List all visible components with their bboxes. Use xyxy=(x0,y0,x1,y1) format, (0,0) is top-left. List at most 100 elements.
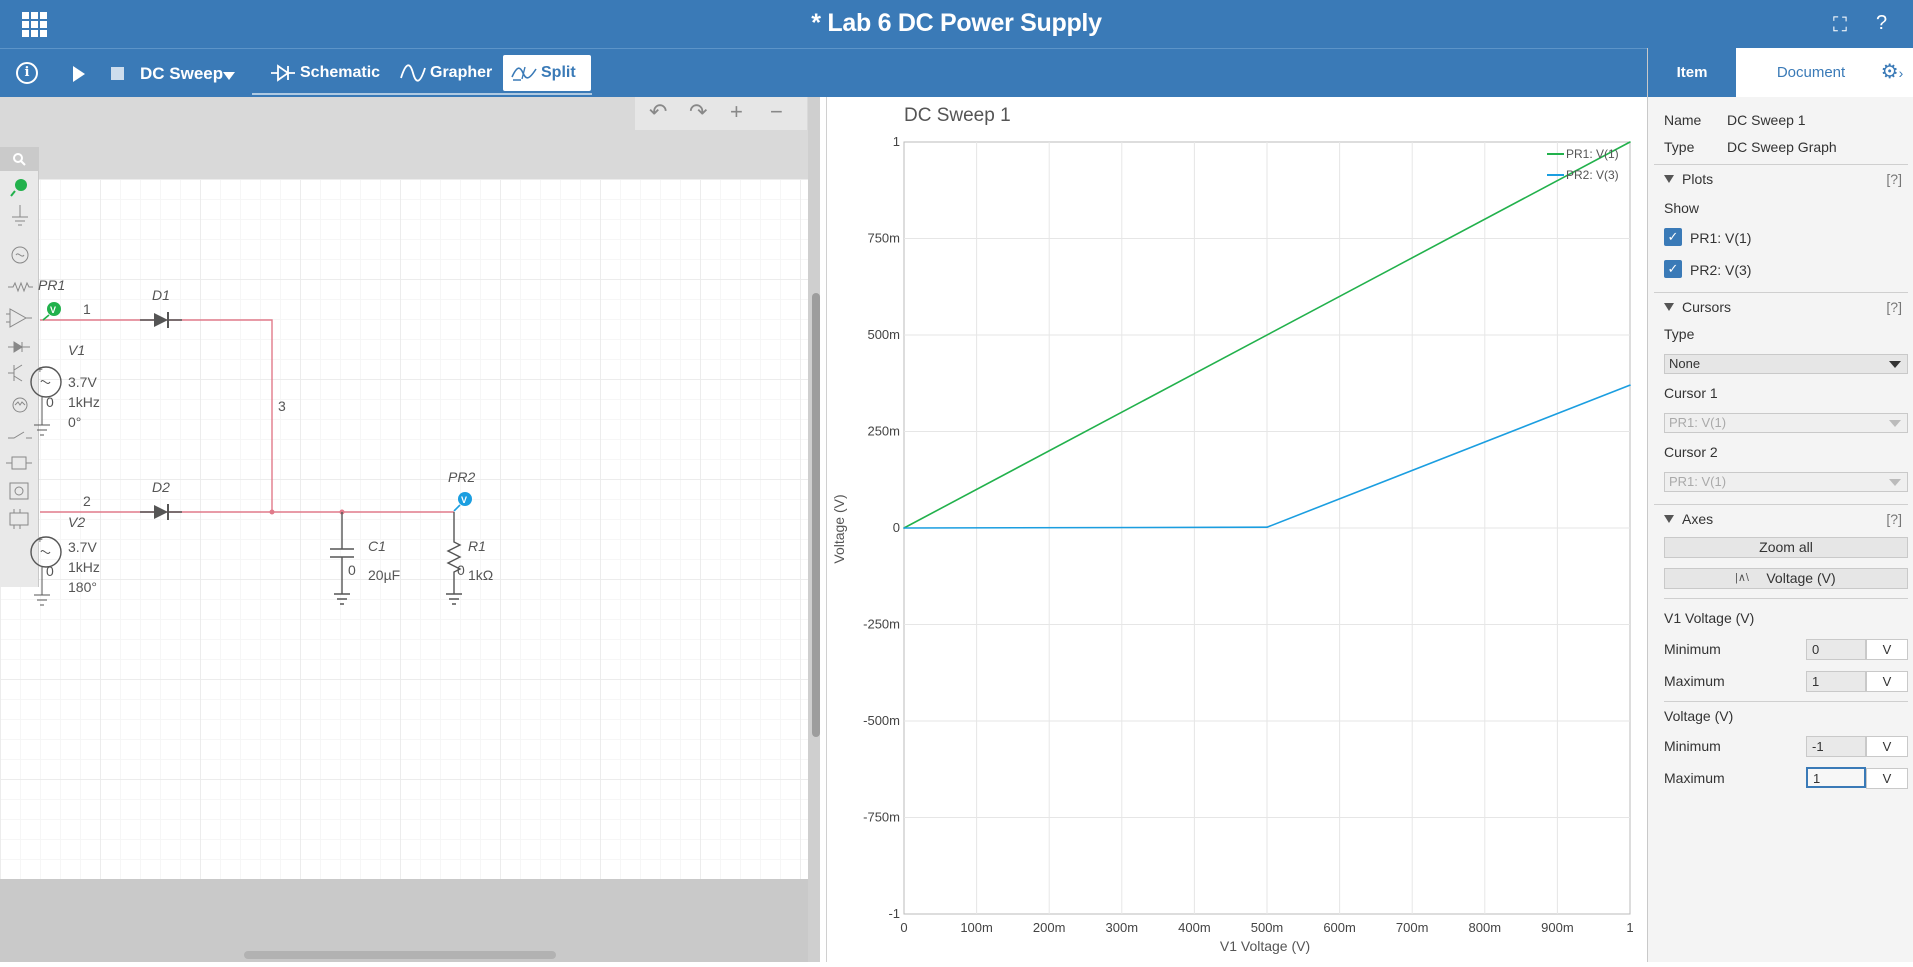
cursor1-value: PR1: V(1) xyxy=(1669,415,1727,430)
chip-icon[interactable] xyxy=(9,509,29,529)
document-title: * Lab 6 DC Power Supply xyxy=(811,9,1102,37)
x-max-input[interactable]: 1 xyxy=(1806,671,1866,692)
y-min-input[interactable]: -1 xyxy=(1806,736,1866,757)
chart-series xyxy=(903,141,1631,529)
info-icon[interactable]: i xyxy=(16,62,38,84)
x-tick-label: 200m xyxy=(1033,920,1066,935)
capacitor-c1[interactable] xyxy=(330,512,354,605)
probe-pr2[interactable]: V xyxy=(453,492,472,512)
v2-voltage: 3.7V xyxy=(68,539,97,555)
chevron-down-icon[interactable] xyxy=(223,72,235,80)
redo-icon[interactable]: ↷ xyxy=(689,99,708,124)
y-tick-label: -750m xyxy=(863,810,900,825)
vertical-scrollbar[interactable] xyxy=(812,293,820,737)
schematic-bottom-margin xyxy=(0,879,808,962)
x-max-unit[interactable]: V xyxy=(1866,671,1908,692)
plot-pr1-checkbox[interactable]: ✓ xyxy=(1664,228,1682,246)
ac-source-icon[interactable] xyxy=(11,246,29,264)
legend-label-2: PR2: V(3) xyxy=(1566,168,1619,182)
apps-grid-icon[interactable] xyxy=(22,12,48,38)
plots-help[interactable]: [?] xyxy=(1886,171,1902,187)
cursors-section-header[interactable]: Cursors [?] xyxy=(1654,292,1908,320)
cursors-help[interactable]: [?] xyxy=(1886,299,1902,315)
circuit-diagram[interactable]: D1 D2 1 2 3 + V1 3.7V 1kHz 0° 0 + V2 3. xyxy=(0,97,808,797)
axes-divider-2 xyxy=(1664,701,1908,702)
c1-value: 20µF xyxy=(368,567,400,583)
lamp-icon[interactable] xyxy=(12,397,28,413)
diode-d2[interactable] xyxy=(140,504,182,520)
graph-pane[interactable]: DC Sweep 1 0 100m 200m 300m 400m 500m 600m 700m… xyxy=(826,97,1647,962)
meter-icon[interactable] xyxy=(9,482,29,500)
gear-icon[interactable]: ⚙› xyxy=(1870,48,1913,97)
source-v2[interactable] xyxy=(30,536,62,606)
resistor-icon[interactable] xyxy=(8,281,33,293)
switch-icon[interactable] xyxy=(8,431,32,439)
y-tick-label: -250m xyxy=(863,617,900,632)
plot-pr2-checkbox[interactable]: ✓ xyxy=(1664,260,1682,278)
help-button[interactable]: ? xyxy=(1876,12,1888,34)
x-tick-label: 1 xyxy=(1626,920,1633,935)
plots-section-header[interactable]: Plots [?] xyxy=(1654,164,1908,192)
x-min-unit[interactable]: V xyxy=(1866,639,1908,660)
pr1-label: PR1 xyxy=(38,277,65,293)
component-palette xyxy=(0,147,39,587)
node-2-label: 2 xyxy=(83,493,91,509)
tab-schematic[interactable]: Schematic xyxy=(262,55,380,91)
opamp-icon[interactable] xyxy=(6,308,32,328)
horizontal-scrollbar[interactable] xyxy=(244,951,556,959)
resistor-r1[interactable] xyxy=(446,512,462,605)
axis-icon: |∧\ xyxy=(1735,572,1749,584)
tab-schematic-label: Schematic xyxy=(300,64,381,81)
dc-sweep-chart[interactable]: DC Sweep 1 0 100m 200m 300m 400m 500m 600m 700m… xyxy=(827,97,1648,962)
wires xyxy=(40,319,454,513)
v1-phase: 0° xyxy=(68,414,81,430)
logic-gate-icon[interactable] xyxy=(6,456,32,470)
x-tick-label: 800m xyxy=(1469,920,1502,935)
analysis-dropdown[interactable]: DC Sweep xyxy=(140,64,224,83)
show-label: Show xyxy=(1664,200,1700,216)
tab-document[interactable]: Document xyxy=(1736,48,1886,97)
cursor-type-select[interactable]: None xyxy=(1664,354,1908,374)
voltage-probe-icon[interactable] xyxy=(10,179,27,197)
play-icon[interactable] xyxy=(73,66,85,82)
y-tick-label: -1 xyxy=(888,906,900,921)
probe-pr1[interactable]: V xyxy=(42,302,61,321)
y-min-unit[interactable]: V xyxy=(1866,736,1908,757)
zoom-all-button[interactable]: Zoom all xyxy=(1664,537,1908,558)
transistor-icon[interactable] xyxy=(8,364,23,382)
zoom-out-icon[interactable]: − xyxy=(770,99,783,124)
node-3-label: 3 xyxy=(278,398,286,414)
y-max-input[interactable]: 1 xyxy=(1806,767,1866,788)
y-tick-label: -500m xyxy=(863,713,900,728)
palette-search-icon[interactable] xyxy=(0,147,39,171)
title-bar: * Lab 6 DC Power Supply ⛶ ? xyxy=(0,0,1913,48)
chart-legend[interactable]: PR1: V(1) PR2: V(3) xyxy=(1547,147,1619,182)
toolbar: i DC Sweep Schematic Grapher Split xyxy=(0,48,1647,97)
v2-ground-node: 0 xyxy=(46,563,54,579)
cursor-type-value: None xyxy=(1669,356,1701,371)
stop-icon[interactable] xyxy=(111,67,124,80)
axes-help[interactable]: [?] xyxy=(1886,511,1902,527)
y-max-unit[interactable]: V xyxy=(1866,768,1908,789)
x-min-input[interactable]: 0 xyxy=(1806,639,1866,660)
tab-item[interactable]: Item xyxy=(1648,48,1736,97)
axis-select-button[interactable]: |∧\ Voltage (V) xyxy=(1664,568,1908,589)
schematic-editor[interactable]: ↶ ↷ + − xyxy=(0,97,820,962)
x-max-label: Maximum xyxy=(1664,673,1725,689)
collapse-triangle-icon xyxy=(1664,515,1674,523)
diode-d1[interactable] xyxy=(140,312,182,328)
tab-split[interactable]: Split xyxy=(503,55,591,91)
axes-section-header[interactable]: Axes [?] xyxy=(1654,504,1908,532)
cursor1-label: Cursor 1 xyxy=(1664,385,1718,401)
x-axis-group-label: V1 Voltage (V) xyxy=(1664,610,1755,626)
source-v1[interactable] xyxy=(30,366,62,436)
tab-grapher[interactable]: Grapher xyxy=(392,55,500,91)
d2-label: D2 xyxy=(152,479,170,495)
undo-icon[interactable]: ↶ xyxy=(649,99,668,124)
ground-icon[interactable] xyxy=(12,205,28,226)
zoom-in-icon[interactable]: + xyxy=(730,99,743,124)
schematic-canvas[interactable] xyxy=(0,179,808,962)
diode-palette-icon[interactable] xyxy=(8,341,30,353)
v2-plus: + xyxy=(37,535,43,546)
fullscreen-icon[interactable]: ⛶ xyxy=(1833,14,1847,36)
